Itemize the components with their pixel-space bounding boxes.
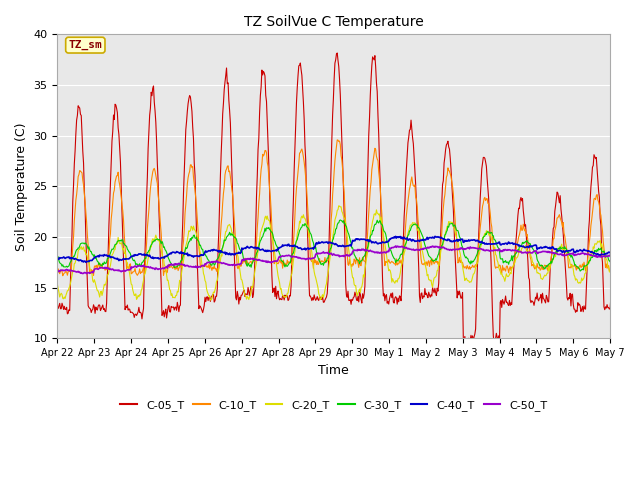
C-50_T <box>83 271 90 276</box>
Line: C-30_T: C-30_T <box>58 220 640 271</box>
C-40_T <box>232 251 239 256</box>
C-20_T <box>54 282 61 288</box>
Line: C-05_T: C-05_T <box>58 53 640 345</box>
C-05_T <box>333 50 341 56</box>
C-30_T <box>283 263 291 269</box>
C-50_T <box>284 253 291 259</box>
C-30_T <box>231 235 239 240</box>
Line: C-10_T: C-10_T <box>58 140 640 276</box>
X-axis label: Time: Time <box>319 364 349 377</box>
C-40_T <box>54 256 61 262</box>
C-50_T <box>54 269 61 275</box>
C-20_T <box>335 203 342 209</box>
C-40_T <box>392 233 399 239</box>
C-10_T <box>261 148 269 154</box>
C-30_T <box>54 253 61 259</box>
C-10_T <box>59 273 67 278</box>
C-50_T <box>232 263 239 268</box>
C-05_T <box>260 70 268 76</box>
Line: C-40_T: C-40_T <box>58 236 640 262</box>
C-50_T <box>261 258 269 264</box>
C-20_T <box>123 259 131 265</box>
Text: TZ_sm: TZ_sm <box>68 40 102 50</box>
C-30_T <box>612 268 620 274</box>
C-30_T <box>260 229 268 235</box>
C-05_T <box>231 274 239 280</box>
C-30_T <box>447 221 455 227</box>
Y-axis label: Soil Temperature (C): Soil Temperature (C) <box>15 122 28 251</box>
C-40_T <box>82 259 90 265</box>
C-05_T <box>54 304 61 310</box>
C-05_T <box>495 342 503 348</box>
C-05_T <box>283 292 291 298</box>
Line: C-50_T: C-50_T <box>58 246 640 274</box>
C-30_T <box>414 225 422 230</box>
C-20_T <box>284 290 291 296</box>
C-50_T <box>392 243 399 249</box>
C-50_T <box>415 247 422 252</box>
C-40_T <box>284 243 291 249</box>
C-20_T <box>415 229 422 235</box>
C-20_T <box>207 297 214 303</box>
C-40_T <box>261 248 269 254</box>
C-10_T <box>54 271 61 276</box>
C-05_T <box>447 166 455 172</box>
C-30_T <box>337 217 344 223</box>
Title: TZ SoilVue C Temperature: TZ SoilVue C Temperature <box>244 15 424 29</box>
Line: C-20_T: C-20_T <box>58 206 640 300</box>
C-20_T <box>448 219 456 225</box>
C-10_T <box>284 257 291 263</box>
C-10_T <box>124 264 131 269</box>
C-20_T <box>261 215 269 220</box>
C-10_T <box>448 179 456 185</box>
C-50_T <box>448 248 456 253</box>
C-10_T <box>232 240 239 245</box>
C-10_T <box>333 137 341 143</box>
C-40_T <box>415 238 422 243</box>
C-30_T <box>123 243 131 249</box>
C-20_T <box>232 243 239 249</box>
C-40_T <box>124 256 131 262</box>
C-05_T <box>414 244 422 250</box>
C-05_T <box>123 305 131 311</box>
C-40_T <box>448 239 456 244</box>
C-10_T <box>415 224 422 229</box>
C-50_T <box>124 267 131 273</box>
Legend: C-05_T, C-10_T, C-20_T, C-30_T, C-40_T, C-50_T: C-05_T, C-10_T, C-20_T, C-30_T, C-40_T, … <box>116 396 552 416</box>
